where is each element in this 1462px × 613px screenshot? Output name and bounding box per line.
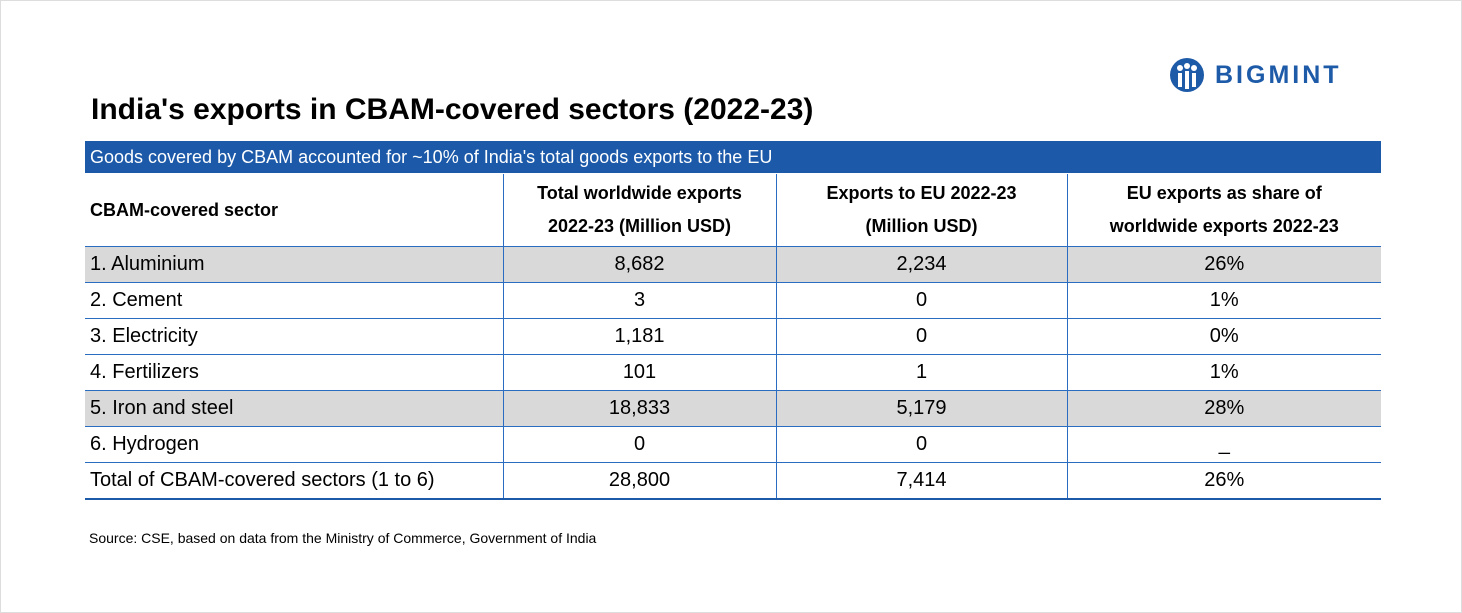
table-cell: 1,181: [502, 318, 777, 355]
table-cell: 0: [502, 426, 777, 463]
table-cell: 4. Fertilizers: [85, 354, 504, 391]
table-cell: 0: [775, 426, 1068, 463]
table: CBAM-covered sector Total worldwide expo…: [85, 174, 1381, 500]
logo-icon: [1170, 58, 1204, 92]
table-cell: _: [1066, 426, 1381, 463]
table-cell: 0: [775, 318, 1068, 355]
table-row: 3. Electricity 1,181 0 0%: [85, 318, 1381, 355]
table-cell: 1%: [1066, 354, 1381, 391]
table-cell: 0: [775, 282, 1068, 319]
header-cell: Total worldwide exports 2022-23 (Million…: [502, 174, 777, 247]
table-row: 4. Fertilizers 101 1 1%: [85, 354, 1381, 391]
logo-text: BIGMINT: [1215, 60, 1342, 89]
table-cell: 18,833: [502, 390, 777, 427]
table-cell: 1: [775, 354, 1068, 391]
header-cell: CBAM-covered sector: [85, 174, 504, 247]
logo: BIGMINT: [1167, 57, 1342, 93]
table-row: 5. Iron and steel 18,833 5,179 28%: [85, 390, 1381, 427]
subtitle: Goods covered by CBAM accounted for ~10%…: [85, 141, 1381, 173]
table-cell: 1. Aluminium: [85, 246, 504, 283]
header-cell: Exports to EU 2022-23 (Million USD): [775, 174, 1068, 247]
table-cell: 101: [502, 354, 777, 391]
table-cell: 26%: [1066, 246, 1381, 283]
table-cell: 5. Iron and steel: [85, 390, 504, 427]
table-row: 2. Cement 3 0 1%: [85, 282, 1381, 319]
table-cell: 28,800: [502, 462, 777, 500]
table-body: 1. Aluminium 8,682 2,234 26% 2. Cement 3 0 1% 3.…: [85, 246, 1381, 500]
table-cell: 6. Hydrogen: [85, 426, 504, 463]
table-row: 6. Hydrogen 0 0 _: [85, 426, 1381, 463]
table-cell: 8,682: [502, 246, 777, 283]
table-row: 1. Aluminium 8,682 2,234 26%: [85, 246, 1381, 283]
title: India's exports in CBAM-covered sectors …: [91, 93, 814, 126]
table-cell: 3: [502, 282, 777, 319]
table-cell: 3. Electricity: [85, 318, 504, 355]
table-cell: 0%: [1066, 318, 1381, 355]
table-cell: 2. Cement: [85, 282, 504, 319]
table-cell: 28%: [1066, 390, 1381, 427]
header-row: CBAM-covered sector Total worldwide expo…: [85, 174, 1381, 247]
table-cell: 1%: [1066, 282, 1381, 319]
table-cell: 5,179: [775, 390, 1068, 427]
table-cell: 2,234: [775, 246, 1068, 283]
table-row: Total of CBAM-covered sectors (1 to 6) 28…: [85, 462, 1381, 500]
table-cell: 26%: [1066, 462, 1381, 500]
source: Source: CSE, based on data from the Mini…: [89, 530, 597, 546]
table-cell: 7,414: [775, 462, 1068, 500]
header-cell: EU exports as share of worldwide exports…: [1066, 174, 1381, 247]
table-cell: Total of CBAM-covered sectors (1 to 6): [85, 462, 504, 500]
